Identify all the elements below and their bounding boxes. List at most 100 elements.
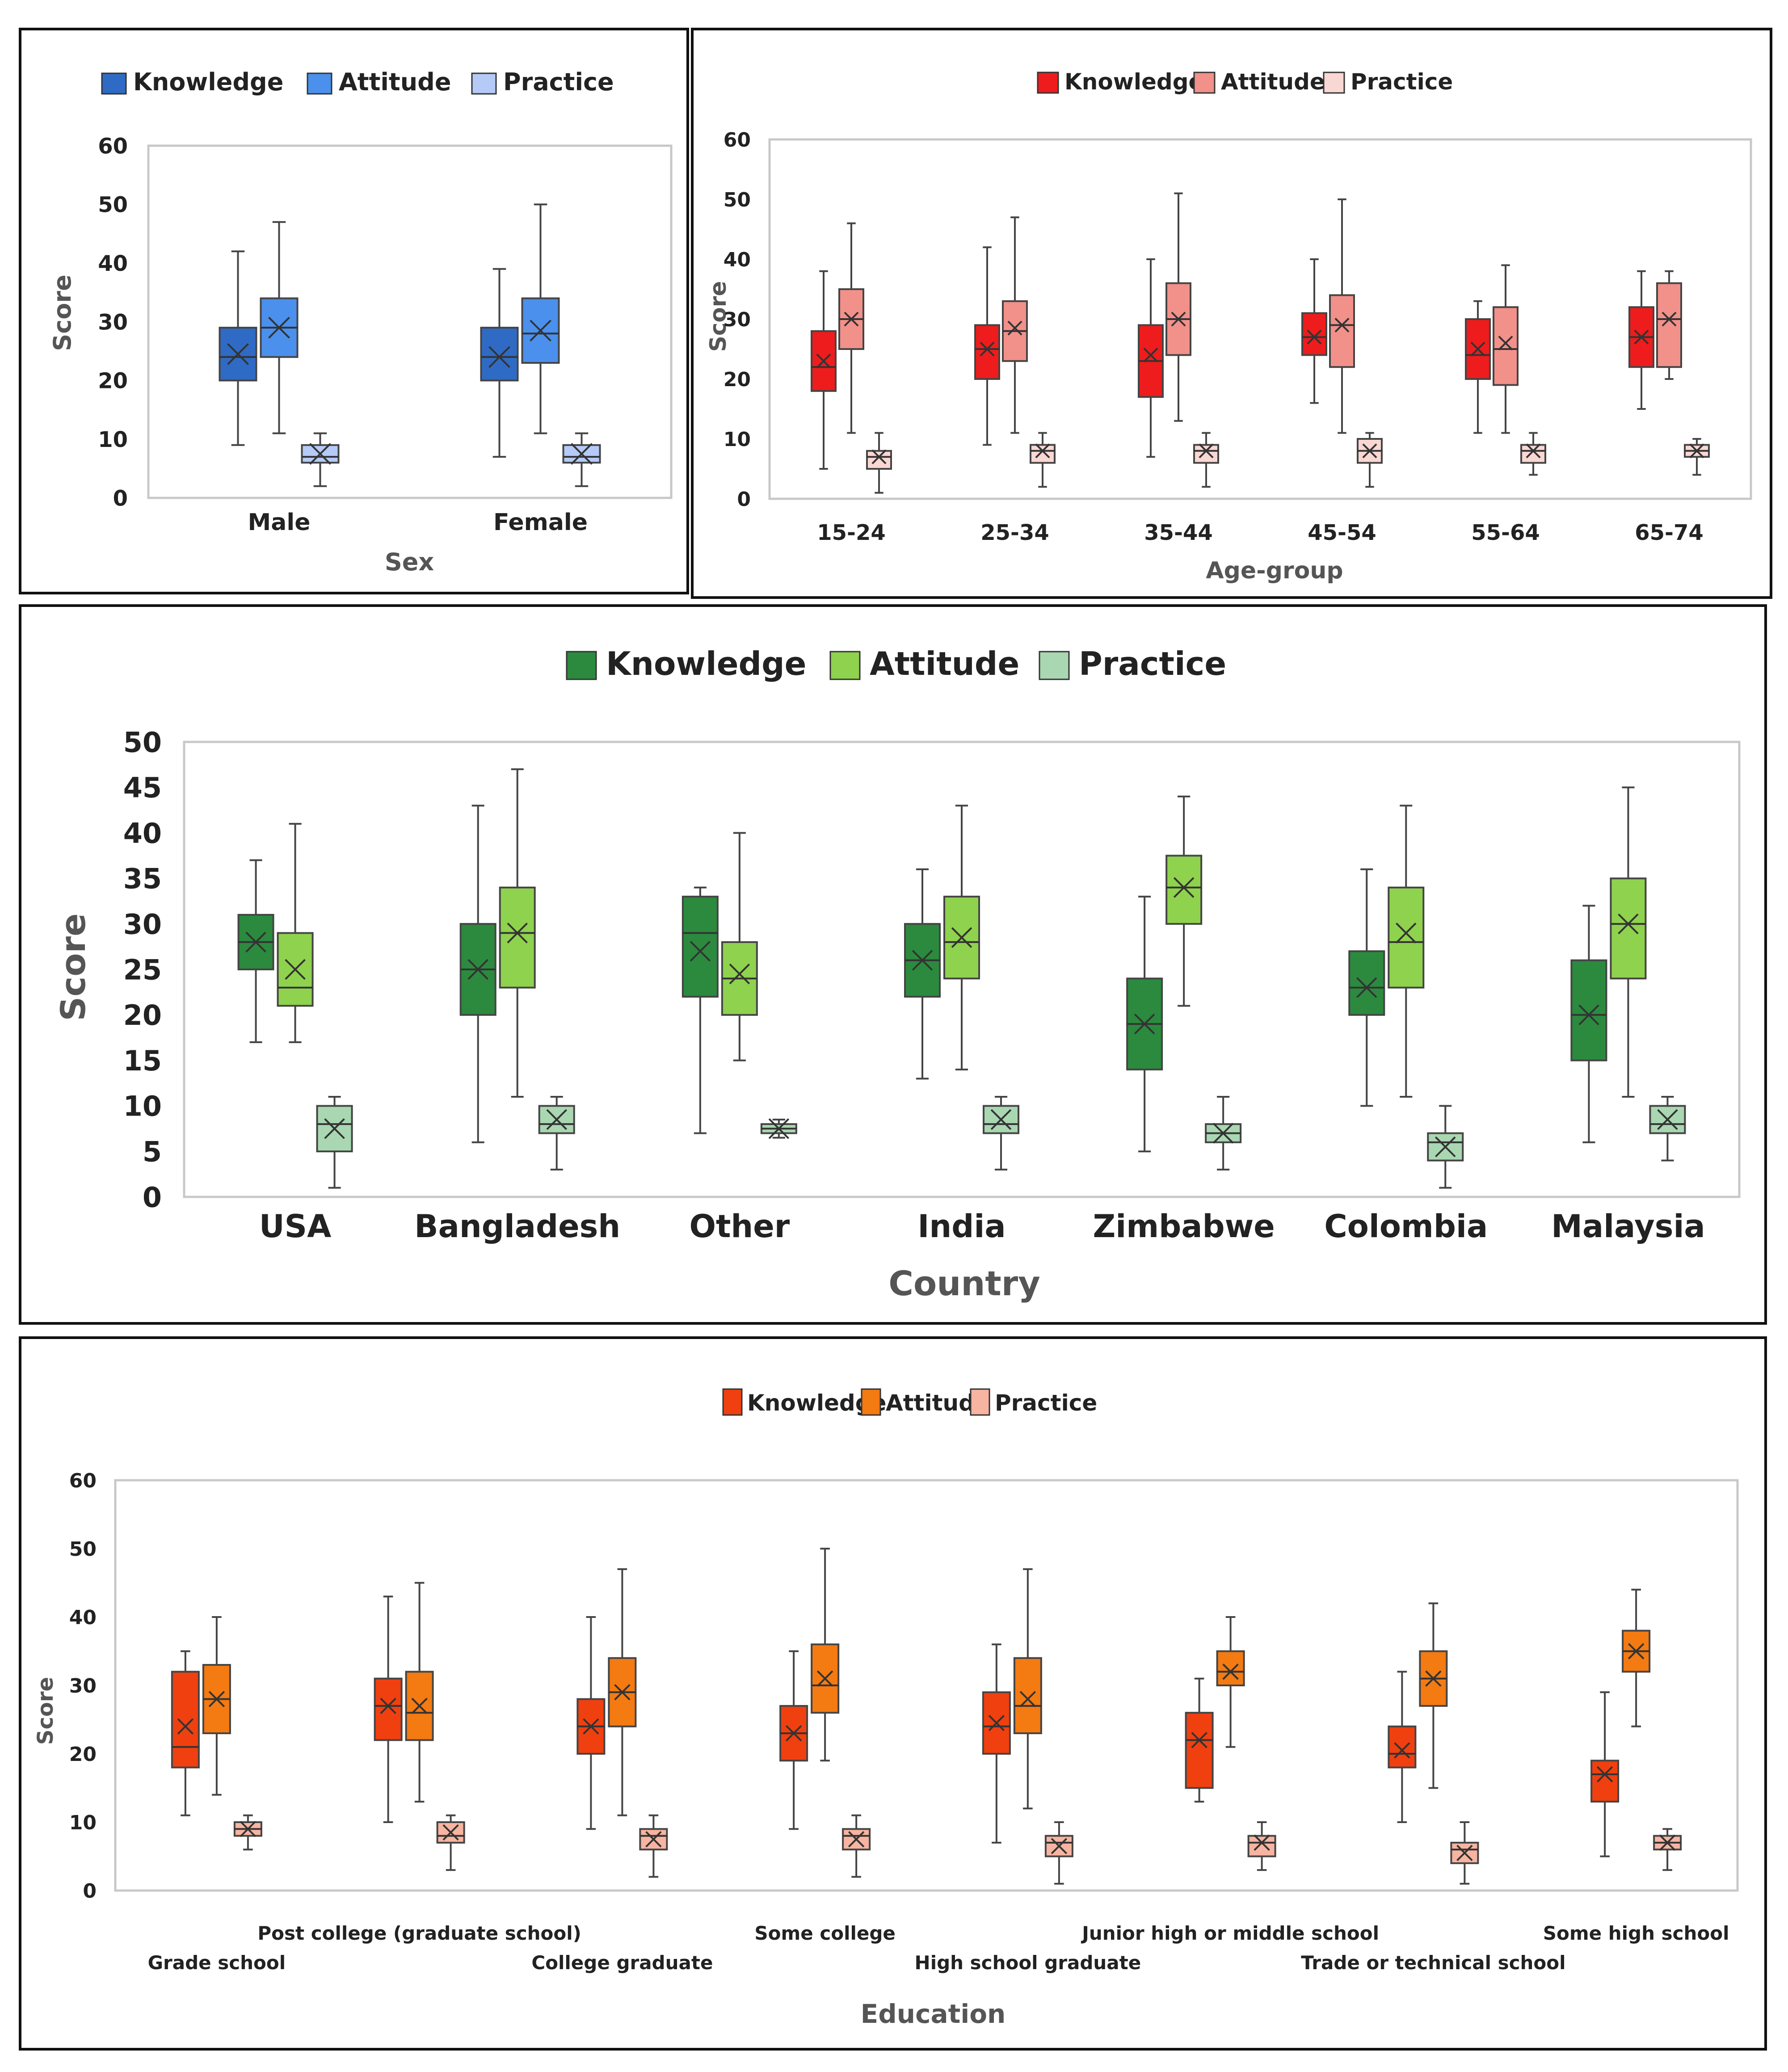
y-tick-label: 40 — [123, 817, 162, 850]
plot-border — [768, 138, 1752, 500]
x-tick-label: 55-64 — [1471, 520, 1540, 545]
mean-marker-knowledge — [1143, 347, 1158, 362]
mean-marker-attitude — [1019, 1691, 1036, 1707]
mean-marker-knowledge — [1596, 1766, 1613, 1783]
mean-marker-knowledge — [488, 346, 510, 368]
mean-marker-attitude — [1498, 336, 1513, 351]
mean-marker-practice — [571, 443, 593, 465]
mean-marker-knowledge — [1191, 1732, 1207, 1748]
box-attitude — [499, 886, 536, 989]
box-knowledge — [974, 324, 1000, 380]
legend-swatch-attitude — [307, 72, 332, 95]
x-tick-label: Post college (graduate school) — [257, 1922, 581, 1944]
y-axis-title: Score — [48, 274, 76, 351]
mean-marker-practice — [546, 1109, 567, 1130]
mean-marker-attitude — [507, 922, 528, 943]
y-tick-label: 25 — [123, 953, 162, 986]
box-attitude — [811, 1643, 840, 1714]
mean-marker-attitude — [208, 1691, 225, 1707]
mean-marker-practice — [442, 1824, 459, 1841]
box-practice — [866, 450, 892, 470]
legend-label-practice: Practice — [995, 1390, 1097, 1416]
plot-area: 0 10 20 30 40 50 60 15-24 25-34 35-44 45-54 55-64 65… — [724, 129, 1752, 545]
mean-marker-attitude — [1334, 317, 1350, 333]
mean-marker-practice — [1199, 443, 1214, 459]
mean-marker-practice — [1689, 443, 1704, 459]
y-tick-label: 10 — [123, 1090, 162, 1123]
chart-education: Knowledge Attitude Practice Score Educat… — [33, 1388, 1739, 2029]
mean-marker-attitude — [1007, 320, 1022, 336]
box-attitude — [1216, 1650, 1245, 1686]
y-tick-label: 10 — [724, 428, 751, 451]
plot-area: 0 5 10 15 20 25 30 35 40 45 50 USA Bangladesh Other In… — [123, 726, 1741, 1245]
mean-marker-practice — [1526, 443, 1541, 459]
x-tick-label: 25-34 — [980, 520, 1049, 545]
mean-marker-practice — [1035, 443, 1050, 459]
mean-marker-knowledge — [1394, 1742, 1410, 1759]
mean-marker-practice — [871, 449, 887, 464]
x-tick-label: Other — [689, 1208, 790, 1245]
y-tick-label: 35 — [123, 863, 162, 895]
y-tick-label: 15 — [123, 1044, 162, 1077]
x-tick-label: Junior high or middle school — [1081, 1922, 1379, 1944]
box-attitude — [1610, 877, 1647, 980]
legend-swatch-knowledge — [1037, 72, 1059, 94]
mean-marker-practice — [1212, 1123, 1234, 1144]
legend-label-practice: Practice — [503, 68, 614, 96]
box-practice — [1030, 444, 1056, 464]
box-knowledge — [682, 896, 719, 998]
y-tick-label: 20 — [69, 1743, 97, 1766]
x-tick-label: India — [917, 1208, 1005, 1245]
y-tick-label: 20 — [98, 369, 128, 394]
mean-marker-attitude — [411, 1697, 428, 1714]
plot-border — [114, 1479, 1739, 1892]
y-tick-label: 60 — [724, 129, 751, 152]
box-practice — [1427, 1132, 1464, 1162]
mean-marker-knowledge — [583, 1718, 599, 1735]
x-tick-label: Female — [493, 509, 588, 536]
mean-marker-attitude — [530, 320, 551, 342]
x-axis-title: Country — [888, 1263, 1040, 1303]
mean-marker-knowledge — [785, 1725, 802, 1742]
y-axis-title: Score — [705, 281, 731, 352]
y-axis-title: Score — [33, 1677, 58, 1745]
mean-marker-attitude — [844, 312, 859, 327]
y-tick-label: 30 — [98, 310, 128, 335]
legend: Knowledge Attitude Practice — [722, 1388, 1097, 1416]
mean-marker-practice — [1362, 443, 1377, 459]
legend-swatch-practice — [471, 72, 497, 95]
chart-panel-country: Knowledge Attitude Practice Score Countr… — [19, 604, 1767, 1325]
mean-marker-knowledge — [1634, 329, 1649, 345]
x-tick-label: Bangladesh — [414, 1208, 620, 1245]
mean-marker-attitude — [1222, 1663, 1239, 1680]
box-knowledge — [1590, 1760, 1620, 1803]
legend-swatch-knowledge — [722, 1388, 743, 1416]
x-tick-label: Malaysia — [1551, 1208, 1705, 1245]
y-tick-label: 40 — [724, 248, 751, 271]
x-tick-label: High school graduate — [915, 1952, 1141, 1974]
box-knowledge — [1348, 950, 1385, 1016]
y-tick-label: 50 — [98, 193, 128, 218]
legend-swatch-knowledge — [566, 651, 597, 680]
y-tick-label: 0 — [143, 1181, 162, 1213]
box-knowledge — [1388, 1725, 1417, 1769]
mean-marker-attitude — [729, 963, 750, 985]
mean-marker-knowledge — [1470, 341, 1485, 357]
legend-label-practice: Practice — [1350, 69, 1453, 95]
y-tick-label: 10 — [98, 427, 128, 452]
mean-marker-attitude — [1173, 877, 1195, 898]
mean-marker-attitude — [816, 1670, 833, 1687]
x-tick-label: Some college — [754, 1922, 896, 1944]
box-knowledge — [171, 1671, 200, 1769]
y-tick-label: 45 — [123, 771, 162, 804]
box-practice — [1247, 1835, 1276, 1857]
legend-label-knowledge: Knowledge — [133, 68, 283, 96]
legend: Knowledge Attitude Practice — [566, 645, 1226, 682]
mean-marker-attitude — [951, 927, 972, 948]
x-tick-label: USA — [259, 1208, 331, 1245]
legend-label-knowledge: Knowledge — [1064, 69, 1203, 95]
x-tick-label: Male — [248, 509, 311, 536]
box-attitude — [1013, 1657, 1042, 1735]
legend: Knowledge Attitude Practice — [1037, 69, 1453, 95]
box-knowledge — [480, 327, 519, 382]
